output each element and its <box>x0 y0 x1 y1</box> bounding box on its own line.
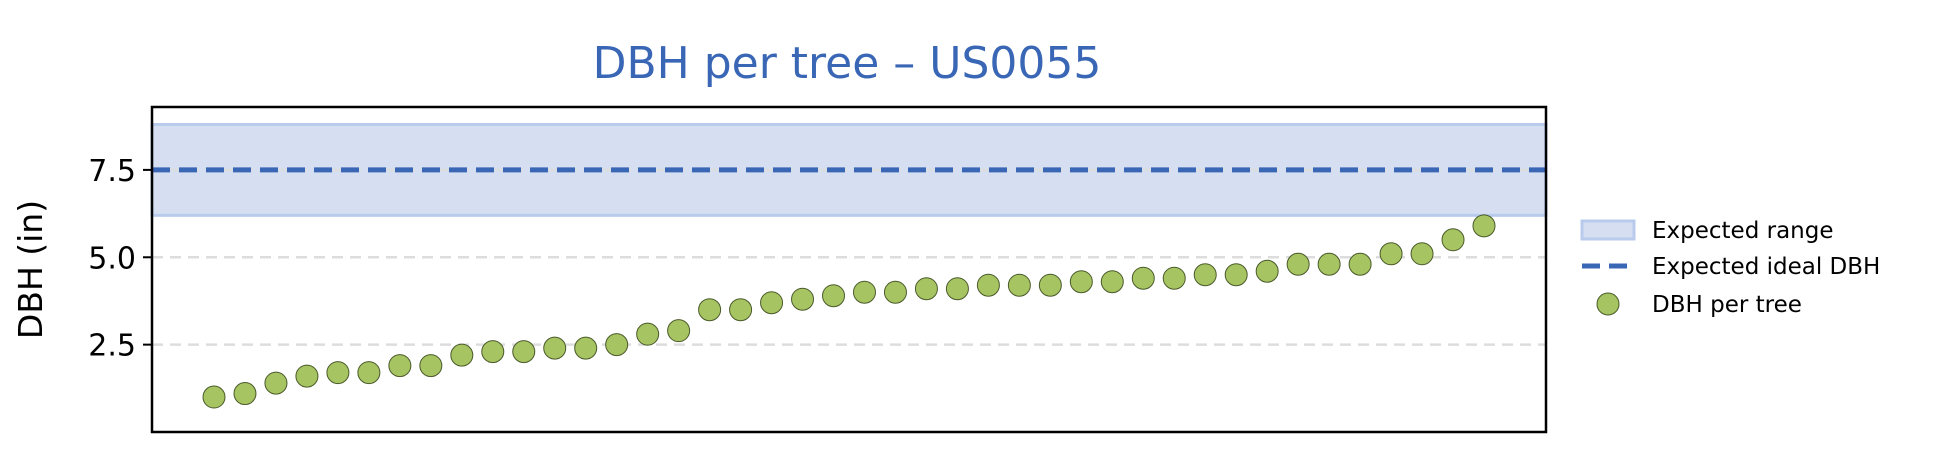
dbh-point <box>1069 270 1093 294</box>
dbh-point <box>791 287 815 311</box>
y-tick-label: 7.5 <box>88 154 136 189</box>
legend-label-range: Expected range <box>1652 218 1834 244</box>
dbh-point <box>419 354 443 378</box>
dbh-point <box>1131 266 1155 290</box>
dbh-point <box>945 277 969 301</box>
dbh-point <box>1100 270 1124 294</box>
dbh-point <box>883 280 907 304</box>
dbh-point <box>295 364 319 388</box>
legend: Expected range Expected ideal DBH DBH pe… <box>1580 218 1880 318</box>
y-axis-ticks: 2.5 5.0 7.5 <box>88 154 152 364</box>
dbh-point <box>914 277 938 301</box>
dbh-point <box>1224 263 1248 287</box>
y-tick-label: 2.5 <box>88 329 136 364</box>
expected-range-band <box>150 122 1548 217</box>
dbh-point <box>543 336 567 360</box>
plot-area <box>150 122 1548 409</box>
dbh-point <box>1472 214 1496 238</box>
dbh-point <box>667 319 691 343</box>
dbh-point <box>357 361 381 385</box>
legend-label-point: DBH per tree <box>1652 292 1802 318</box>
dbh-point <box>1162 266 1186 290</box>
dbh-point <box>605 333 629 357</box>
dbh-point <box>1348 252 1372 276</box>
dbh-point <box>1379 242 1403 266</box>
dbh-point <box>698 298 722 322</box>
dbh-point <box>822 284 846 308</box>
dbh-point <box>976 273 1000 297</box>
dbh-point <box>512 340 536 364</box>
dbh-points <box>202 214 1496 409</box>
chart-title: DBH per tree – US0055 <box>593 38 1102 89</box>
dbh-point <box>729 298 753 322</box>
legend-label-ideal: Expected ideal DBH <box>1652 254 1880 280</box>
dbh-point <box>1038 273 1062 297</box>
dbh-point <box>1441 228 1465 252</box>
dbh-point <box>852 280 876 304</box>
dbh-point <box>388 354 412 378</box>
dbh-point <box>1193 263 1217 287</box>
dbh-point <box>202 385 226 409</box>
legend-swatch-range <box>1580 219 1636 241</box>
dbh-point <box>1410 242 1434 266</box>
dbh-point <box>233 382 257 406</box>
plot-frame <box>150 105 1548 434</box>
dbh-point <box>1286 252 1310 276</box>
dbh-point <box>1255 259 1279 283</box>
dbh-point <box>760 291 784 315</box>
dbh-point <box>574 336 598 360</box>
y-axis-label: DBH (in) <box>11 200 50 339</box>
dbh-point <box>326 361 350 385</box>
legend-swatch-point <box>1596 292 1620 316</box>
dbh-point <box>1317 252 1341 276</box>
dbh-point <box>636 322 660 346</box>
y-tick-label: 5.0 <box>88 241 136 276</box>
dbh-point <box>264 371 288 395</box>
dbh-point <box>1007 273 1031 297</box>
dbh-point <box>450 343 474 367</box>
dbh-point <box>481 340 505 364</box>
